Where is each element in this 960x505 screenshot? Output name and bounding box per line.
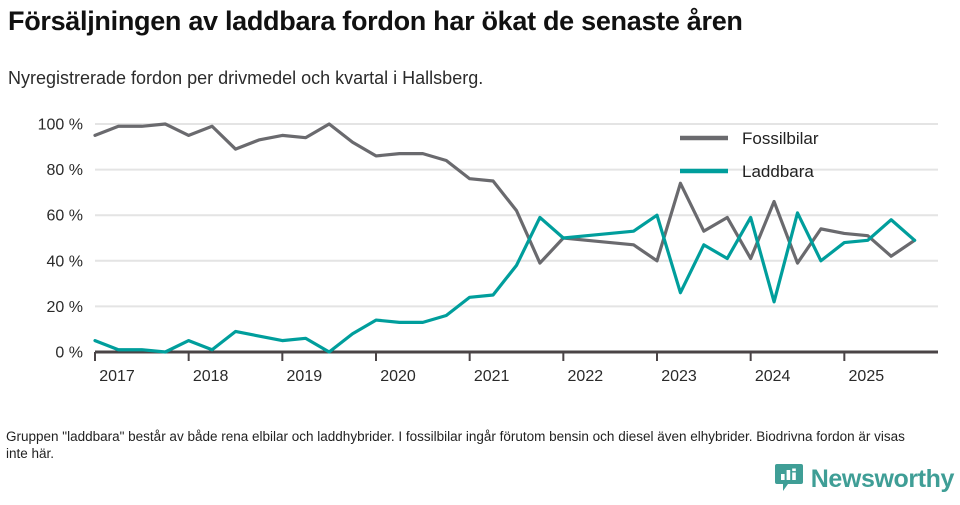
chart-canvas: 0 % 20 % 40 % 60 % 80 % 100 % 2017 2018 2019 202… xyxy=(38,117,938,385)
x-axis-tick-label: 2023 xyxy=(661,368,697,385)
brand-logo: Newsworthy xyxy=(774,462,954,497)
legend-label: Laddbara xyxy=(742,162,814,181)
series-line-laddbara xyxy=(93,211,917,354)
x-axis-tick-label: 2021 xyxy=(474,368,510,385)
x-axis-labels: 2017 2018 2019 2020 2021 2022 2023 2024 2025 xyxy=(99,368,884,385)
y-axis-tick-label: 60 % xyxy=(47,208,83,225)
gridlines xyxy=(95,123,938,308)
page-title: Försäljningen av laddbara fordon har öka… xyxy=(8,6,743,36)
x-axis-tick-label: 2018 xyxy=(193,368,229,385)
x-axis-ticks xyxy=(94,352,846,361)
x-axis-tick-label: 2017 xyxy=(99,368,135,385)
y-axis-tick-label: 100 % xyxy=(38,117,83,134)
y-axis-labels: 0 % 20 % 40 % 60 % 80 % 100 % xyxy=(38,117,83,362)
y-axis-tick-label: 80 % xyxy=(47,162,83,179)
chart-footnote: Gruppen "laddbara" består av både rena e… xyxy=(6,429,905,461)
y-axis-tick-label: 20 % xyxy=(47,299,83,316)
series-line-fossilbilar xyxy=(93,122,917,265)
x-axis-tick-label: 2024 xyxy=(755,368,791,385)
data-series xyxy=(93,122,917,354)
line-chart: 0 % 20 % 40 % 60 % 80 % 100 % 2017 2018 2019 202… xyxy=(0,105,960,390)
x-axis-tick-label: 2020 xyxy=(380,368,416,385)
bar-chart-speech-bubble-icon xyxy=(774,462,804,497)
page-subtitle: Nyregistrerade fordon per drivmedel och … xyxy=(8,68,484,88)
brand-name: Newsworthy xyxy=(810,465,955,493)
y-axis-tick-label: 0 % xyxy=(55,345,83,362)
x-axis-tick-label: 2019 xyxy=(287,368,323,385)
legend-label: Fossilbilar xyxy=(742,129,819,148)
x-axis-tick-label: 2022 xyxy=(568,368,604,385)
chart-legend: Fossilbilar Laddbara xyxy=(680,129,819,181)
y-axis-tick-label: 40 % xyxy=(47,253,83,270)
x-axis-tick-label: 2025 xyxy=(849,368,885,385)
